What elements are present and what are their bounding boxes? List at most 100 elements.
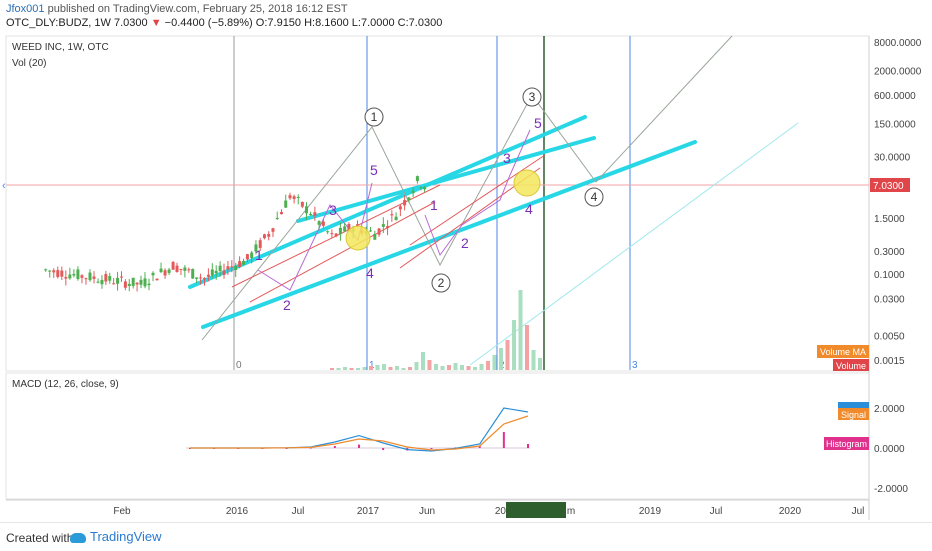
candle-body[interactable] [167, 269, 171, 273]
channel-lines[interactable] [188, 115, 697, 329]
candle-body[interactable] [394, 216, 398, 221]
candle-body[interactable] [423, 186, 427, 190]
projection-line-cyan[interactable] [469, 122, 799, 366]
candle-body[interactable] [313, 212, 317, 216]
candle-body[interactable] [127, 283, 131, 287]
candle-body[interactable] [100, 279, 104, 285]
candle-body[interactable] [292, 196, 296, 200]
price-candles[interactable] [44, 175, 427, 292]
candle-body[interactable] [234, 266, 238, 270]
candle-body[interactable] [116, 277, 120, 284]
candle-body[interactable] [112, 283, 116, 285]
candle-body[interactable] [230, 266, 234, 268]
candle-body[interactable] [403, 200, 407, 206]
candle-body[interactable] [210, 269, 214, 276]
candle-body[interactable] [155, 278, 159, 281]
candle-body[interactable] [80, 275, 84, 278]
candle-body[interactable] [411, 190, 415, 194]
candle-body[interactable] [296, 196, 300, 198]
scroll-left-icon[interactable]: ‹ [2, 180, 6, 192]
candle-body[interactable] [338, 227, 342, 235]
purple-trendlines[interactable] [257, 129, 531, 291]
candle-body[interactable] [242, 260, 246, 265]
candle-body[interactable] [279, 212, 283, 215]
candle-body[interactable] [147, 283, 151, 286]
candle-body[interactable] [187, 269, 191, 271]
candle-body[interactable] [68, 274, 72, 279]
main-pane[interactable] [5, 35, 870, 372]
candle-body[interactable] [415, 176, 419, 182]
candle-body[interactable] [250, 252, 254, 259]
candle-body[interactable] [84, 278, 88, 280]
candle-body[interactable] [386, 226, 390, 229]
candle-body[interactable] [275, 217, 279, 220]
candle-body[interactable] [317, 221, 321, 225]
candle-body[interactable] [300, 202, 304, 207]
circled-wave-labels[interactable] [364, 87, 604, 293]
candle-body[interactable] [214, 270, 218, 274]
candle-body[interactable] [356, 224, 360, 227]
candle-body[interactable] [72, 273, 76, 276]
author-link[interactable]: Jfox001 [6, 3, 45, 15]
channel-line-upper[interactable] [188, 115, 587, 289]
candle-body[interactable] [119, 276, 123, 278]
candle-body[interactable] [143, 278, 147, 287]
candle-body[interactable] [321, 221, 325, 226]
candle-body[interactable] [309, 214, 313, 216]
candle-body[interactable] [377, 228, 381, 235]
volume-bars[interactable] [330, 290, 542, 370]
candle-body[interactable] [419, 187, 423, 189]
candle-body[interactable] [139, 279, 143, 285]
candle-body[interactable] [226, 266, 230, 270]
candle-body[interactable] [326, 231, 330, 233]
elliott-wave-path[interactable] [201, 35, 733, 341]
candle-body[interactable] [171, 262, 175, 270]
price-axis[interactable]: 8000.0000 2000.0000 600.0000 150.0000 30.000… [874, 38, 922, 367]
candle-body[interactable] [191, 269, 195, 279]
candle-body[interactable] [254, 244, 258, 252]
candle-body[interactable] [398, 206, 402, 210]
candle-body[interactable] [123, 281, 127, 288]
candle-body[interactable] [271, 228, 275, 232]
candle-body[interactable] [330, 233, 334, 235]
candle-body[interactable] [368, 230, 372, 232]
candle-body[interactable] [159, 268, 163, 273]
candle-body[interactable] [203, 278, 207, 280]
macd-pane[interactable] [5, 372, 870, 500]
candle-body[interactable] [183, 267, 187, 271]
candle-body[interactable] [218, 265, 222, 271]
candle-body[interactable] [304, 206, 308, 214]
highlight-circle-2[interactable] [513, 169, 541, 197]
candle-body[interactable] [175, 265, 179, 272]
candle-body[interactable] [56, 270, 60, 277]
candle-body[interactable] [151, 272, 155, 276]
candle-body[interactable] [96, 281, 100, 283]
highlight-circle-1[interactable] [345, 225, 371, 251]
candle-body[interactable] [104, 274, 108, 282]
candle-body[interactable] [347, 224, 351, 231]
candle-body[interactable] [238, 261, 242, 268]
candle-body[interactable] [381, 224, 385, 227]
candle-body[interactable] [334, 233, 338, 237]
candle-body[interactable] [206, 274, 210, 277]
candle-body[interactable] [76, 269, 80, 280]
candle-body[interactable] [135, 282, 139, 285]
candle-body[interactable] [199, 277, 203, 279]
candle-body[interactable] [195, 277, 199, 279]
time-axis[interactable]: Feb2016Jul2017Jun20182018-04-02m2019Jul2… [113, 506, 864, 517]
candle-body[interactable] [92, 276, 96, 279]
candle-body[interactable] [284, 200, 288, 208]
candle-body[interactable] [407, 197, 411, 201]
tradingview-logo[interactable]: TradingView [70, 529, 162, 544]
candle-body[interactable] [288, 195, 292, 199]
candle-body[interactable] [222, 270, 226, 275]
candle-body[interactable] [108, 275, 112, 281]
candle-body[interactable] [60, 270, 64, 277]
candle-body[interactable] [44, 269, 48, 271]
candle-body[interactable] [179, 268, 183, 270]
channel-line-mid[interactable] [296, 136, 596, 223]
candle-body[interactable] [245, 254, 249, 260]
candle-body[interactable] [373, 233, 377, 240]
candle-body[interactable] [64, 277, 68, 279]
candle-body[interactable] [48, 270, 52, 272]
